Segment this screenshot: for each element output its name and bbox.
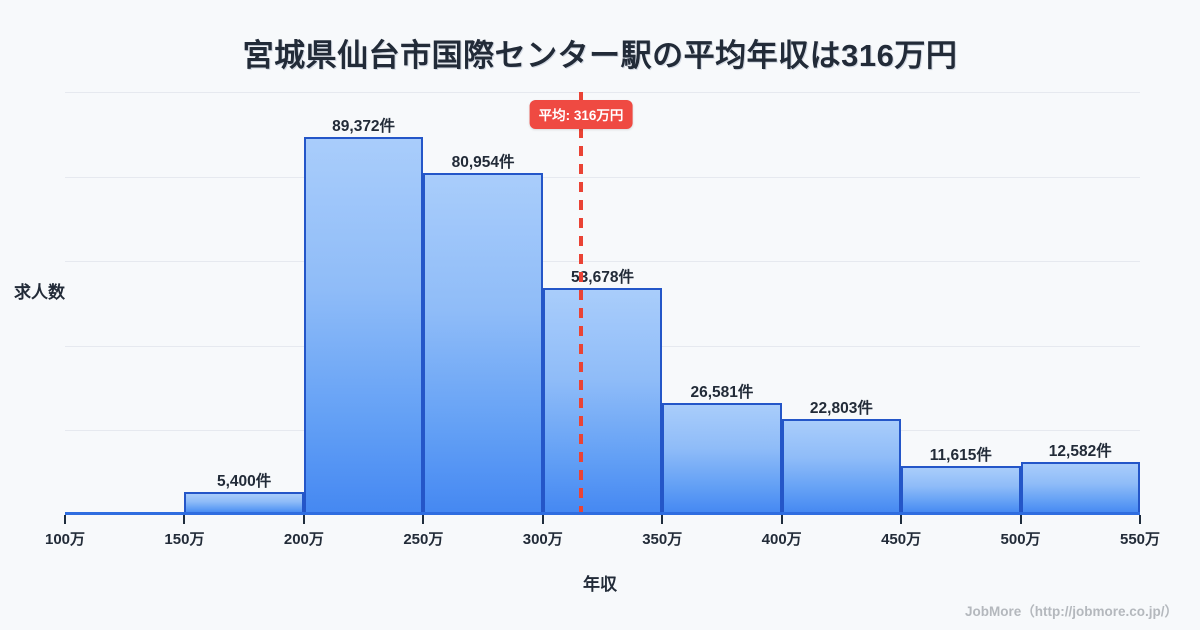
bar[interactable] [901, 465, 1021, 515]
x-tick-mark [780, 515, 783, 524]
plot-area: 5,400件 89,372件 80,954件 53,678件 26,581件 22,803… [65, 92, 1140, 515]
x-tick-mark [183, 515, 186, 524]
x-tick-mark [900, 515, 903, 524]
bar[interactable] [303, 136, 424, 515]
x-tick-mark [1019, 515, 1022, 524]
x-tick-label: 250万 [403, 531, 444, 548]
x-tick-mark [661, 515, 664, 524]
x-tick-label: 300万 [522, 531, 563, 548]
x-axis-title: 年収 [583, 575, 617, 594]
y-axis-title: 求人数 [14, 283, 65, 302]
x-tick-label: 400万 [761, 531, 802, 548]
x-tick-label: 350万 [642, 531, 683, 548]
bar[interactable] [781, 418, 902, 515]
x-tick-mark [541, 515, 544, 524]
bar[interactable] [542, 287, 663, 515]
average-line [579, 92, 583, 515]
gridline [65, 176, 1140, 178]
bar-value-label: 80,954件 [451, 153, 515, 171]
x-axis-line [65, 512, 1140, 515]
bar[interactable] [423, 172, 543, 515]
bar-value-label: 11,615件 [929, 446, 992, 464]
x-tick-mark [1139, 515, 1141, 524]
footer-credit: JobMore（http://jobmore.co.jp/） [965, 604, 1178, 619]
bar[interactable] [1020, 461, 1140, 515]
x-tick-label: 450万 [881, 531, 922, 548]
x-tick-label: 200万 [283, 531, 324, 548]
x-tick-label: 100万 [44, 531, 86, 548]
x-tick-label: 500万 [1000, 531, 1041, 548]
bar[interactable] [662, 402, 782, 515]
x-tick-label: 550万 [1119, 531, 1161, 548]
gridline [65, 92, 1140, 93]
page-title: 宮城県仙台市国際センター駅の平均年収は316万円 [242, 38, 958, 73]
bar-value-label: 53,678件 [571, 268, 634, 286]
x-tick-label: 150万 [164, 531, 205, 548]
bar-value-label: 22,803件 [809, 399, 873, 417]
x-tick-mark [422, 515, 425, 524]
x-tick-mark [302, 515, 305, 524]
bar-value-label: 89,372件 [332, 117, 396, 135]
bar-value-label: 5,400件 [217, 473, 272, 491]
bar-value-label: 26,581件 [690, 383, 754, 401]
x-tick-mark [64, 515, 66, 524]
bar-value-label: 12,582件 [1048, 442, 1112, 460]
average-badge: 平均: 316万円 [529, 100, 633, 129]
gridline [65, 261, 1140, 263]
